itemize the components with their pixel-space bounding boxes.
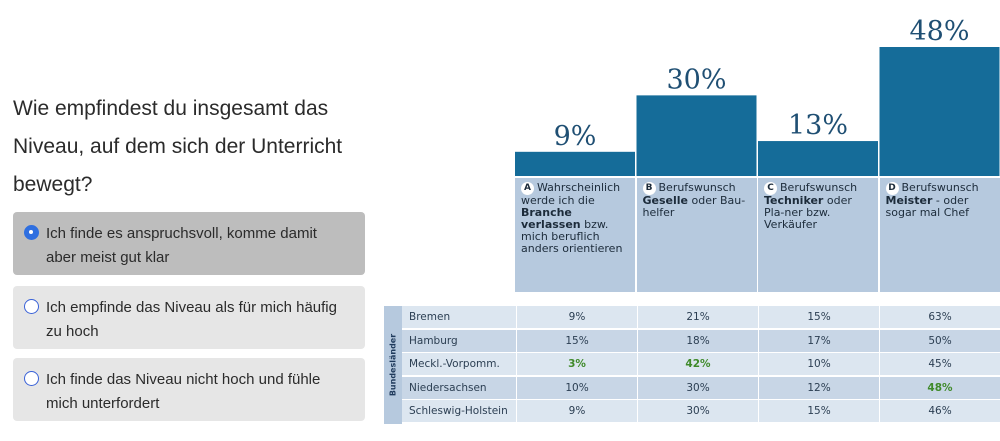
radio-unselected-icon[interactable] bbox=[24, 371, 39, 386]
table-cell: 30% bbox=[637, 376, 758, 399]
bar-value-label: 48% bbox=[909, 16, 969, 47]
radio-unselected-icon[interactable] bbox=[24, 299, 39, 314]
bar-value-label: 9% bbox=[554, 121, 597, 152]
bar-value-label: 13% bbox=[788, 110, 848, 141]
table-cell: 12% bbox=[758, 376, 879, 399]
table-row: Meckl.-Vorpomm. 3% 42% 10% 45% bbox=[402, 353, 1000, 375]
answer-option-label: Ich empfinde das Niveau als für mich häu… bbox=[46, 299, 337, 340]
bar-C bbox=[758, 141, 878, 176]
infographic: 9% 30% 13% 48% A Wahrscheinlich werde ich di… bbox=[383, 0, 1000, 441]
table-row: Hamburg 15% 18% 17% 50% bbox=[402, 329, 1000, 352]
category-letter-badge: B bbox=[642, 182, 656, 195]
table-cell: 63% bbox=[879, 306, 1000, 328]
category-box-B: B Berufswunsch Geselle oder Bau-helfer bbox=[636, 178, 757, 292]
state-name: Meckl.-Vorpomm. bbox=[409, 358, 500, 370]
table-cell: 9% bbox=[516, 400, 637, 422]
state-name: Bremen bbox=[409, 311, 451, 323]
category-description: B Berufswunsch Geselle oder Bau-helfer bbox=[642, 181, 746, 219]
table-cell: 46% bbox=[879, 400, 1000, 422]
table-cell: 10% bbox=[516, 376, 637, 399]
table-cell: 15% bbox=[516, 329, 637, 352]
answer-option-2[interactable]: Ich empfinde das Niveau als für mich häu… bbox=[13, 286, 365, 349]
category-letter-badge: D bbox=[885, 182, 899, 195]
state-table: Bundesländer Bremen 9% 21% 15% 63% Hamburg 15%… bbox=[383, 306, 1000, 424]
table-cell: 45% bbox=[879, 353, 1000, 375]
table-cell: 21% bbox=[637, 306, 758, 328]
category-box-D: D Berufswunsch Meister - oder sogar mal C… bbox=[879, 178, 1000, 292]
table-cell: 15% bbox=[758, 400, 879, 422]
table-row: Niedersachsen 10% 30% 12% 48% bbox=[402, 376, 1000, 399]
table-cell: 50% bbox=[879, 329, 1000, 352]
table-cell: 48% bbox=[879, 376, 1000, 399]
bar-value-label: 30% bbox=[666, 64, 726, 95]
question-text: Wie empfindest du insgesamt das Niveau, … bbox=[13, 97, 343, 196]
table-cell: 3% bbox=[516, 353, 637, 375]
bar-B bbox=[636, 95, 757, 176]
category-description: D Berufswunsch Meister - oder sogar mal C… bbox=[885, 181, 979, 219]
table-row: Schleswig-Holstein 9% 30% 15% 46% bbox=[402, 400, 1000, 422]
state-name: Hamburg bbox=[409, 334, 458, 347]
answer-option-1[interactable]: Ich finde es anspruchsvoll, komme damit … bbox=[13, 212, 365, 275]
table-cell: 9% bbox=[516, 306, 637, 328]
state-name: Schleswig-Holstein bbox=[409, 405, 508, 417]
table-row: Bremen 9% 21% 15% 63% bbox=[402, 306, 1000, 328]
table-cell: 10% bbox=[758, 353, 879, 375]
table-cell: 17% bbox=[758, 329, 879, 352]
table-side-label: Bundesländer bbox=[384, 306, 402, 424]
state-name: Niedersachsen bbox=[409, 381, 487, 394]
bar-chart: 9% 30% 13% 48% bbox=[515, 16, 1000, 176]
category-description: C Berufswunsch Techniker oder Pla-ner bzw… bbox=[764, 181, 858, 231]
table-cell: 15% bbox=[758, 306, 879, 328]
category-letter-badge: A bbox=[521, 182, 534, 195]
bar-A bbox=[515, 151, 635, 176]
category-letter-badge: C bbox=[764, 182, 777, 195]
bar-D bbox=[879, 47, 1000, 176]
answer-option-label: Ich finde das Niveau nicht hoch und fühl… bbox=[46, 371, 321, 412]
answer-option-label: Ich finde es anspruchsvoll, komme damit … bbox=[46, 225, 317, 266]
table-cell: 42% bbox=[637, 353, 758, 375]
table-cell: 18% bbox=[637, 329, 758, 352]
table-cell: 30% bbox=[637, 400, 758, 422]
radio-selected-icon[interactable] bbox=[24, 225, 39, 240]
category-box-A: A Wahrscheinlich werde ich die Branche ve… bbox=[515, 178, 635, 292]
answer-option-3[interactable]: Ich finde das Niveau nicht hoch und fühl… bbox=[13, 358, 365, 421]
category-box-C: C Berufswunsch Techniker oder Pla-ner bzw… bbox=[758, 178, 878, 292]
category-description: A Wahrscheinlich werde ich die Branche ve… bbox=[521, 181, 623, 255]
survey-panel: Wie empfindest du insgesamt das Niveau, … bbox=[0, 0, 372, 441]
table-side-label-text: Bundesländer bbox=[388, 333, 398, 397]
